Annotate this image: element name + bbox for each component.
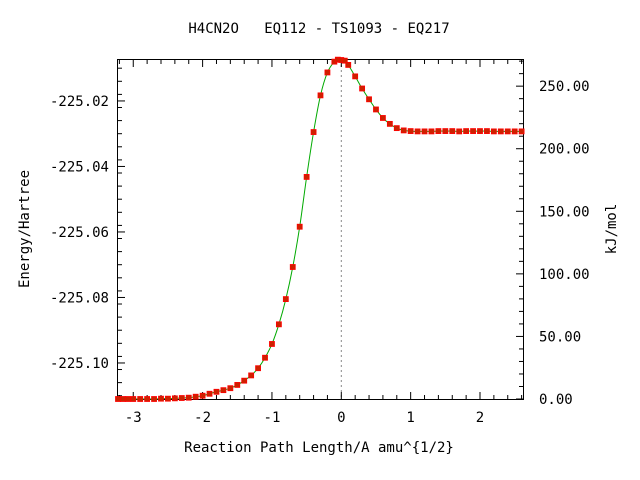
energy-curve-layer [117, 59, 522, 400]
data-point [269, 341, 275, 347]
data-point [341, 57, 348, 64]
data-point [497, 128, 504, 135]
data-point [227, 385, 234, 392]
data-point [470, 128, 476, 134]
data-point [130, 396, 137, 402]
data-point [255, 365, 261, 372]
data-point [303, 174, 310, 180]
x-tick-label: -1 [264, 410, 281, 426]
data-point [380, 115, 386, 121]
data-point [373, 106, 379, 113]
x-tick-label: -2 [194, 410, 211, 426]
y-axis-label-right: kJ/mol [604, 204, 620, 255]
data-point [324, 69, 331, 76]
data-point [484, 128, 490, 134]
y-right-tick-label: 200.00 [539, 142, 590, 158]
data-point [165, 395, 171, 402]
chart-title: H4CN2O EQ112 - TS1093 - EQ217 [188, 21, 449, 37]
data-point [359, 85, 366, 92]
y-left-tick-label: -225.06 [50, 225, 109, 241]
data-point [449, 128, 456, 134]
energy-curve [117, 59, 522, 400]
data-point [352, 73, 359, 80]
plot-frame [117, 59, 524, 400]
data-point [248, 372, 255, 379]
x-tick-label: -3 [125, 410, 142, 426]
data-point [124, 396, 131, 402]
data-point [428, 128, 435, 135]
y-axis-label-left: Energy/Hartree [17, 170, 33, 288]
y-right-tick-label: 100.00 [539, 267, 590, 283]
data-point [490, 128, 497, 135]
x-tick-label: 1 [406, 410, 414, 426]
y-right-tick-label: 50.00 [539, 329, 581, 345]
data-point [137, 396, 144, 402]
data-point [463, 128, 470, 134]
data-point [518, 128, 525, 135]
y-left-tick-label: -225.10 [50, 356, 109, 372]
data-point [241, 377, 248, 384]
data-point [456, 128, 463, 135]
y-left-tick-label: -225.02 [50, 94, 109, 110]
y-left-tick-label: -225.08 [50, 290, 109, 306]
data-point [366, 96, 372, 103]
data-point [289, 264, 296, 270]
x-axis-label: Reaction Path Length/A amu^{1/2} [184, 440, 454, 456]
data-point [151, 396, 157, 402]
data-point [477, 128, 483, 134]
data-point [262, 354, 268, 361]
data-point [171, 395, 178, 402]
data-point [178, 395, 185, 401]
data-point [119, 396, 126, 402]
data-point [442, 128, 449, 134]
data-point [414, 128, 421, 135]
data-point [206, 390, 213, 397]
data-point [220, 387, 227, 394]
data-point [192, 393, 199, 400]
data-point [234, 382, 241, 388]
y-right-tick-label: 150.00 [539, 204, 590, 220]
data-point [144, 396, 151, 402]
data-point [435, 128, 442, 134]
data-point [386, 120, 393, 127]
data-point [115, 396, 121, 402]
data-point [213, 388, 220, 395]
data-point [345, 62, 352, 68]
data-point [199, 392, 206, 399]
y-left-tick-label: -225.04 [50, 159, 109, 175]
data-point [310, 129, 317, 135]
data-point [275, 321, 282, 328]
data-point [393, 125, 400, 132]
x-tick-label: 2 [476, 410, 484, 426]
data-point [400, 127, 407, 134]
data-point [158, 395, 164, 402]
data-point [317, 92, 324, 99]
axis-ticks: -3 -2 -1 0 1 2 -225.02 -225.04 -225.06 -225.08 -22… [50, 60, 590, 426]
data-point [296, 223, 303, 230]
data-point [282, 296, 289, 303]
data-point-markers [115, 56, 525, 402]
y-right-tick-label: 250.00 [539, 79, 590, 95]
data-point [421, 128, 428, 135]
data-point [185, 394, 192, 401]
y-right-tick-label: 0.00 [539, 392, 573, 408]
data-point [511, 128, 518, 135]
x-tick-label: 0 [337, 410, 345, 426]
data-point [407, 128, 414, 134]
data-point [504, 128, 511, 135]
